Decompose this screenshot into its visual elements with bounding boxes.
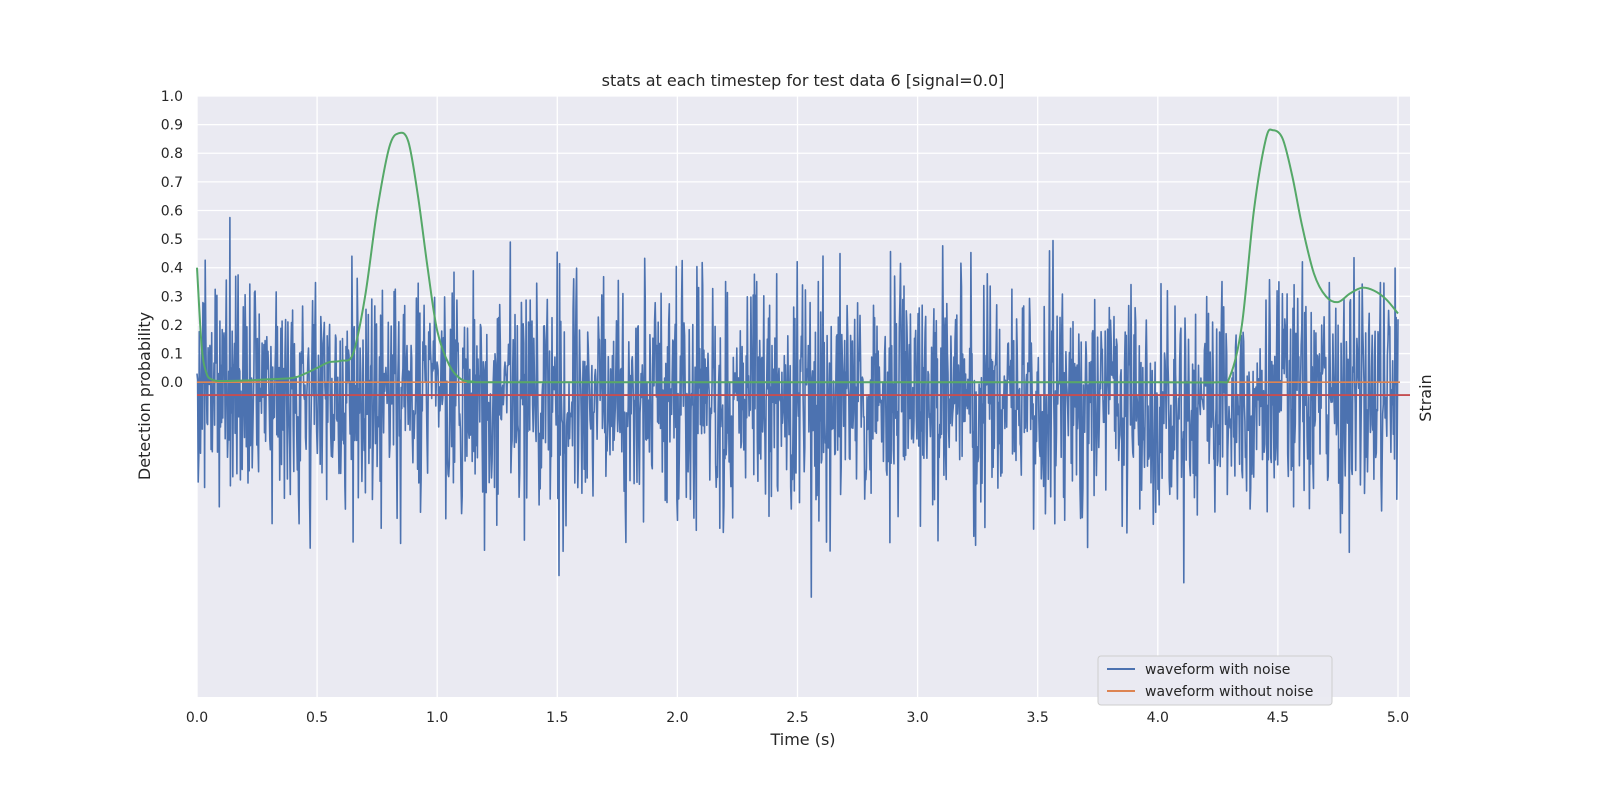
y-axis-label: Detection probability [135,312,154,480]
x-tick-label: 3.0 [906,710,928,726]
x-tick-label: 0.5 [306,710,328,726]
x-tick-label: 5.0 [1387,710,1409,726]
x-tick-label: 0.0 [186,710,208,726]
y-tick-label: 0.3 [161,289,183,305]
chart-title: stats at each timestep for test data 6 [… [602,71,1005,90]
y-tick-label: 0.6 [161,203,183,219]
legend: waveform with noise waveform without noi… [1097,655,1333,706]
x-tick-label: 3.5 [1027,710,1049,726]
y-tick-label: 0.0 [161,375,183,391]
y-tick-label: 0.4 [161,261,183,277]
y-tick-label: 0.7 [161,175,183,191]
y-axis-right-label: Strain [1416,374,1435,421]
legend-label-clean: waveform without noise [1145,684,1313,700]
tick-label-layer: 0.0 0.5 1.0 1.5 2.0 2.5 3.0 3.5 4.0 4.5 5.0 0.0 0.1 0… [161,89,1409,726]
x-axis-label: Time (s) [769,730,835,749]
series-detection-probability [196,128,1399,384]
x-tick-label: 4.5 [1267,710,1289,726]
y-tick-label: 0.9 [161,118,183,134]
x-tick-label: 1.5 [546,710,568,726]
y-tick-label: 0.1 [161,347,183,363]
x-tick-label: 4.0 [1147,710,1169,726]
x-tick-label: 2.5 [786,710,808,726]
x-tick-label: 1.0 [426,710,448,726]
y-tick-label: 0.5 [161,232,183,248]
y-tick-label: 0.2 [161,318,183,334]
legend-frame [1097,655,1333,706]
x-tick-label: 2.0 [666,710,688,726]
legend-label-noisy: waveform with noise [1145,662,1290,678]
y-tick-label: 0.8 [161,146,183,162]
series-layer [196,128,1410,598]
series-waveform-with-noise [196,216,1399,598]
y-tick-label: 1.0 [161,89,183,105]
